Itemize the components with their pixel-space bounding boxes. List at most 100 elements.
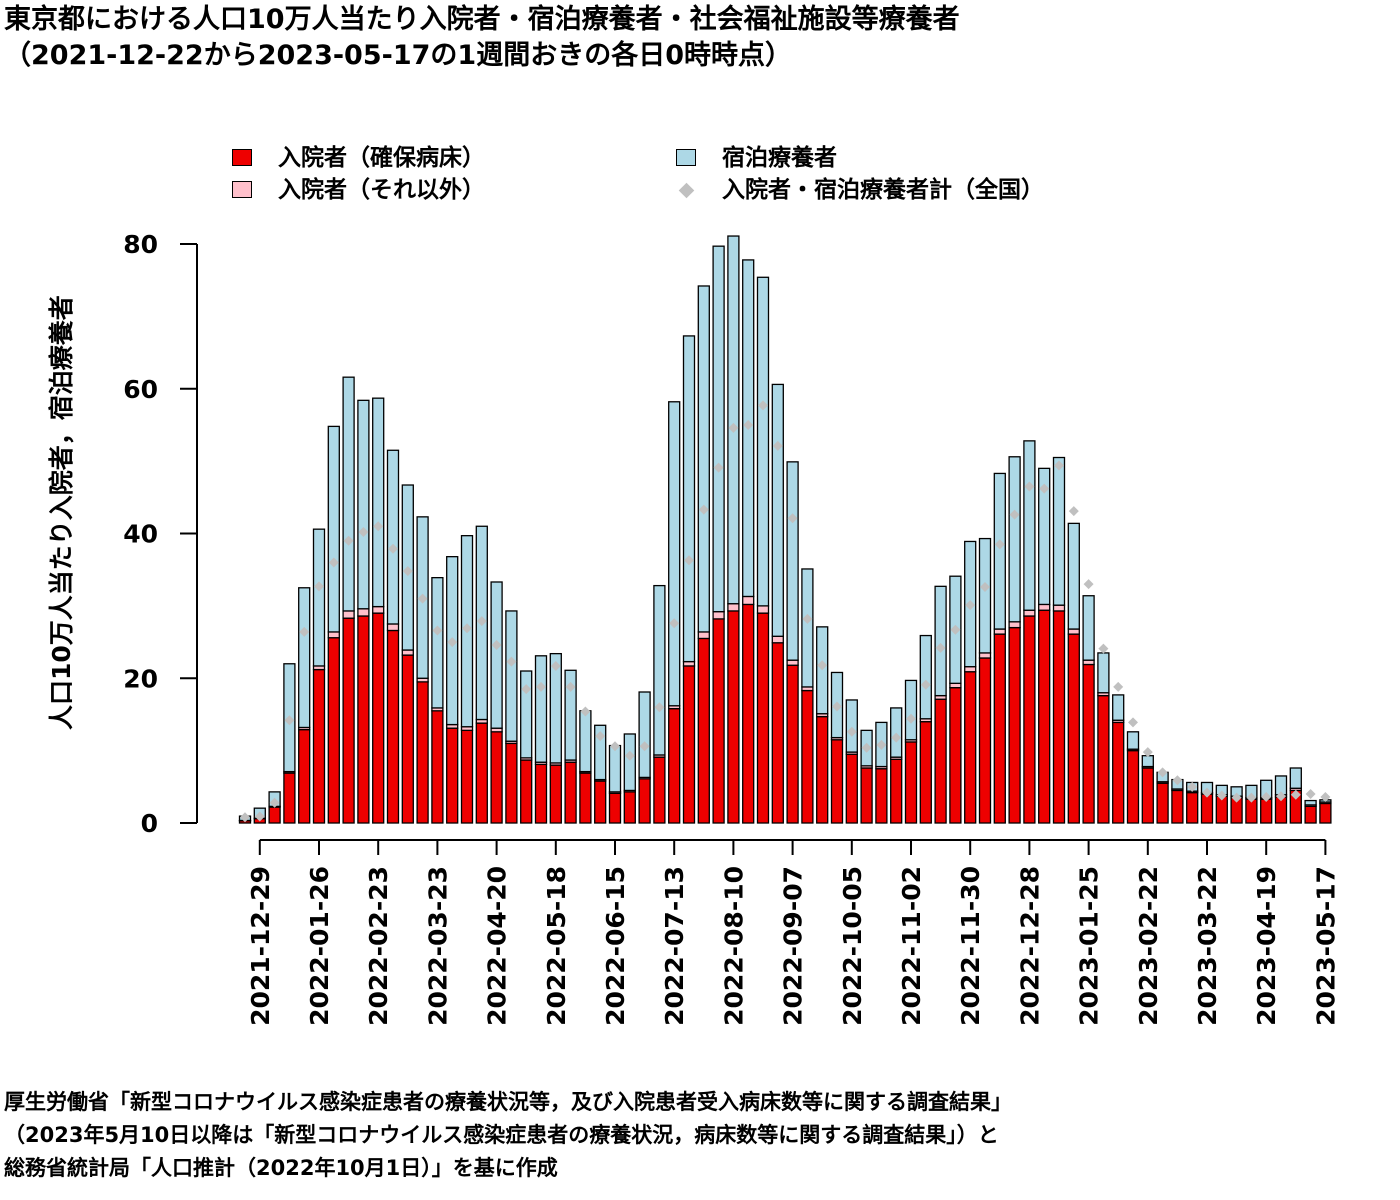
- bar-secured-beds: [1245, 798, 1258, 824]
- bar-lodging: [1097, 652, 1110, 694]
- x-tick-label: 2022-11-02: [897, 866, 926, 1026]
- national-total-point: [506, 656, 517, 667]
- bar-secured-beds: [623, 791, 636, 824]
- bar-lodging: [801, 568, 814, 688]
- national-total-point: [817, 660, 828, 671]
- legend-swatch-lodging: [676, 149, 696, 166]
- bar-lodging: [505, 610, 518, 742]
- national-total-point: [891, 732, 902, 743]
- national-total-point: [698, 504, 709, 515]
- bar-secured-beds: [712, 618, 725, 824]
- national-total-point: [846, 726, 857, 737]
- national-total-point: [861, 742, 872, 753]
- bar-other-inpatients: [401, 649, 414, 656]
- x-axis: 2021-12-29 2022-01-26 2022-02-23 2022-03-23…: [246, 839, 1340, 1026]
- legend-label-secured-beds: 入院者（確保病床）: [278, 145, 485, 171]
- legend-swatch-other-inpatients: [232, 181, 252, 198]
- bar-other-inpatients: [327, 631, 340, 639]
- bar-other-inpatients: [1023, 609, 1036, 617]
- bar-other-inpatients: [756, 605, 770, 614]
- national-total-point: [254, 811, 265, 822]
- bar-secured-beds: [830, 739, 844, 824]
- bar-secured-beds: [298, 728, 311, 824]
- bar-lodging: [816, 626, 829, 715]
- bar-secured-beds: [742, 603, 755, 824]
- national-total-point: [965, 600, 976, 611]
- national-total-point: [580, 706, 591, 717]
- bar-lodging: [682, 335, 696, 663]
- bar-secured-beds: [505, 742, 518, 824]
- bar-lodging: [549, 652, 562, 764]
- bars-layer: [238, 235, 1332, 824]
- legend-label-lodging: 宿泊療養者: [722, 145, 837, 171]
- national-total-point: [1142, 747, 1153, 758]
- bar-secured-beds: [1126, 749, 1140, 824]
- national-total-point: [284, 715, 295, 726]
- bar-secured-beds: [490, 731, 503, 824]
- bar-secured-beds: [801, 689, 814, 824]
- bar-lodging: [1052, 456, 1066, 606]
- bar-other-inpatients: [742, 595, 755, 606]
- national-total-point: [447, 637, 458, 648]
- bar-lodging: [327, 425, 340, 633]
- national-total-point: [758, 400, 768, 411]
- national-total-point: [980, 582, 990, 593]
- bar-other-inpatients: [372, 605, 385, 614]
- bar-secured-beds: [756, 612, 770, 824]
- national-total-point: [476, 616, 487, 627]
- bar-other-inpatients: [771, 635, 784, 644]
- bar-lodging: [579, 710, 592, 773]
- bar-other-inpatients: [1008, 621, 1021, 629]
- bar-secured-beds: [564, 761, 577, 824]
- bar-lodging: [934, 585, 947, 697]
- bar-lodging: [890, 707, 903, 758]
- national-total-point: [639, 741, 650, 752]
- national-total-point: [432, 625, 443, 636]
- bar-secured-beds: [860, 767, 873, 824]
- source-caption-line2: （2023年5月10日以降は「新型コロナウイルス感染症患者の療養状況，病床数等に…: [4, 1123, 999, 1147]
- bar-secured-beds: [1156, 782, 1169, 824]
- national-total-point: [1172, 775, 1183, 786]
- legend-label-other-inpatients: 入院者（それ以外）: [278, 177, 485, 203]
- bar-secured-beds: [1260, 798, 1273, 824]
- bar-other-inpatients: [357, 608, 370, 617]
- y-tick-label: 60: [123, 375, 158, 404]
- bar-secured-beds: [890, 758, 903, 824]
- national-total-point: [550, 660, 561, 671]
- y-tick-label: 20: [123, 664, 158, 693]
- chart-title-line2: （2021-12-22から2023-05-17の1週間おきの各日0時時点）: [4, 40, 792, 71]
- x-tick-label: 2022-09-07: [779, 866, 808, 1026]
- national-total-points: [240, 400, 1331, 823]
- x-tick-label: 2022-12-28: [1015, 866, 1044, 1026]
- x-tick-label: 2022-06-15: [601, 866, 630, 1026]
- national-total-point: [1187, 781, 1198, 792]
- x-tick-label: 2022-10-05: [838, 866, 867, 1026]
- bar-secured-beds: [342, 617, 355, 824]
- bar-other-inpatients: [978, 652, 992, 659]
- bar-secured-beds: [327, 637, 340, 824]
- bar-lodging: [608, 744, 622, 793]
- bar-lodging: [1112, 694, 1125, 721]
- national-total-point: [772, 440, 783, 451]
- bar-lodging: [312, 528, 326, 667]
- national-total-point: [491, 639, 502, 650]
- legend-label-national-total: 入院者・宿泊療養者計（全国）: [722, 177, 1044, 203]
- bar-other-inpatients: [993, 628, 1006, 635]
- bar-secured-beds: [904, 741, 918, 824]
- x-tick-label: 2023-03-22: [1193, 866, 1222, 1026]
- source-caption-line3: 総務省統計局「人口推計（2022年10月1日）」を基に作成: [4, 1156, 558, 1180]
- bar-lodging: [1023, 440, 1036, 611]
- national-total-point: [1024, 481, 1035, 492]
- national-total-point: [1128, 717, 1138, 728]
- bar-secured-beds: [682, 665, 696, 824]
- national-total-point: [950, 624, 961, 635]
- bar-lodging: [594, 724, 607, 781]
- national-total-point: [299, 626, 310, 637]
- national-total-point: [1009, 509, 1020, 520]
- x-tick-label: 2023-01-25: [1075, 866, 1104, 1026]
- bar-secured-beds: [312, 668, 326, 824]
- national-total-point: [1098, 643, 1109, 654]
- national-total-point: [1083, 579, 1094, 590]
- bar-secured-beds: [372, 612, 385, 824]
- national-total-point: [343, 535, 354, 546]
